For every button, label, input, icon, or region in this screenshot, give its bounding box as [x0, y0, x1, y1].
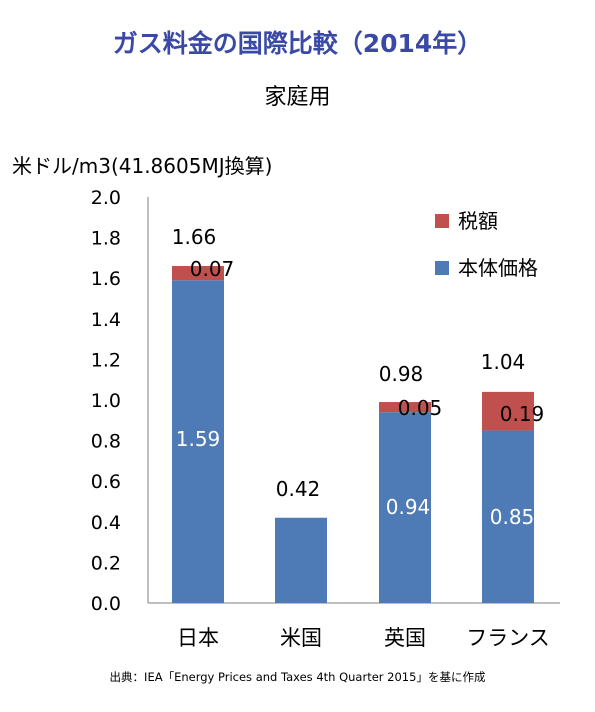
y-tick-label: 1.0 — [91, 390, 121, 412]
y-tick-label: 0.6 — [91, 471, 121, 493]
y-tick-label: 0.2 — [91, 552, 121, 574]
y-tick-label: 1.6 — [91, 268, 121, 290]
y-tick-label: 1.8 — [91, 228, 121, 250]
legend-swatch — [435, 214, 449, 228]
y-tick-label: 0.4 — [91, 512, 121, 534]
data-label-tax: 0.07 — [190, 257, 235, 281]
data-label-total: 1.66 — [172, 225, 217, 249]
data-label-base: 0.85 — [490, 505, 535, 529]
y-tick-label: 1.4 — [91, 309, 121, 331]
y-tick-label: 2.0 — [91, 187, 121, 209]
chart-subtitle: 家庭用 — [264, 85, 331, 110]
legend-label: 本体価格 — [458, 256, 538, 280]
data-label-total: 1.04 — [481, 350, 526, 374]
bar-tax — [379, 402, 431, 413]
x-tick-label: 英国 — [384, 626, 426, 650]
x-tick-label: フランス — [466, 626, 550, 650]
y-axis-label: 米ドル/m3(41.8605MJ換算) — [12, 154, 273, 178]
y-tick-label: 1.2 — [91, 349, 121, 371]
data-label-base: 1.59 — [176, 427, 221, 451]
source-note: 出典：IEA「Energy Prices and Taxes 4th Quart… — [109, 670, 486, 684]
y-tick-label: 0.8 — [91, 431, 121, 453]
bar-base-price — [379, 412, 431, 603]
data-label-total: 0.98 — [379, 362, 424, 386]
x-tick-label: 日本 — [177, 626, 219, 650]
bar-tax — [482, 391, 534, 431]
legend-swatch — [435, 261, 449, 275]
data-label-base: 0.94 — [386, 495, 431, 519]
x-tick-label: 米国 — [280, 626, 322, 650]
bar-base-price — [275, 517, 327, 603]
data-label-tax: 0.19 — [500, 402, 545, 426]
chart-title: ガス料金の国際比較（2014年） — [112, 29, 483, 58]
data-label-total: 0.42 — [276, 477, 321, 501]
y-tick-label: 0.0 — [91, 593, 121, 615]
data-label-tax: 0.05 — [398, 396, 443, 420]
bar-tax — [172, 266, 224, 281]
bar-base-price — [482, 430, 534, 603]
bar-base-price — [172, 280, 224, 603]
legend-label: 税額 — [458, 209, 498, 233]
